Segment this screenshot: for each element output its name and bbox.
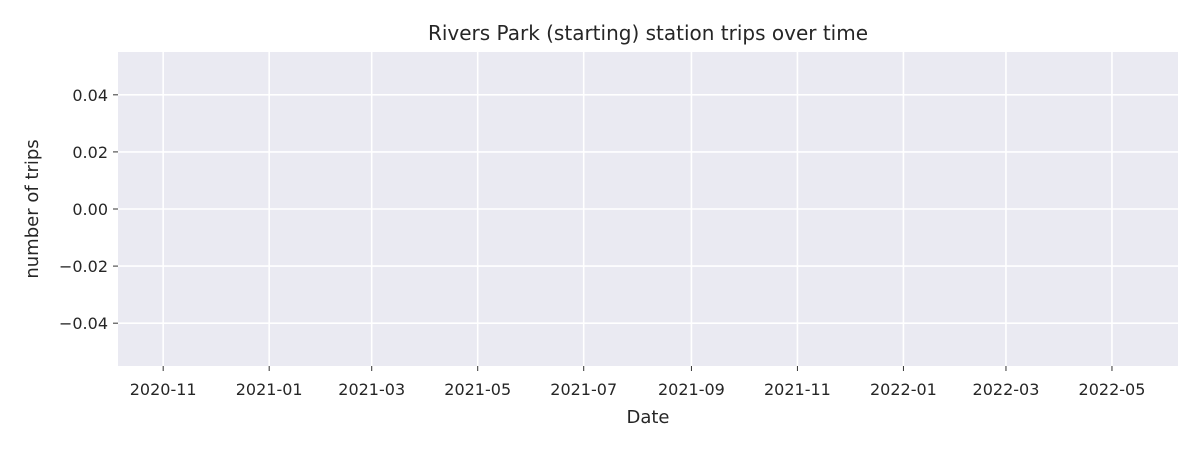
chart-title: Rivers Park (starting) station trips ove… [428,21,868,45]
x-tick-label: 2021-11 [764,380,831,399]
y-axis-label: number of trips [22,139,43,278]
x-tick-label: 2021-03 [338,380,405,399]
y-tick-label: 0.02 [72,143,108,162]
x-tick-label: 2022-03 [973,380,1040,399]
y-tick-label: 0.00 [72,200,108,219]
x-axis-label: Date [626,407,669,428]
y-gridlines [118,94,1178,324]
y-tick-label: 0.04 [72,86,108,105]
y-tick-label: −0.02 [59,257,108,276]
x-tick-label: 2021-07 [550,380,617,399]
x-tick-label: 2020-11 [130,380,197,399]
x-tick-label: 2021-05 [444,380,511,399]
x-axis-ticks: 2020-11 2021-01 2021-03 2021-05 2021-07 2021-… [130,366,1146,399]
y-tick-label: −0.04 [59,314,108,333]
x-tick-label: 2022-05 [1079,380,1146,399]
x-tick-label: 2022-01 [870,380,937,399]
x-tick-label: 2021-01 [236,380,303,399]
x-tick-label: 2021-09 [658,380,725,399]
y-axis-ticks: 0.04 0.02 0.00 −0.02 −0.04 [59,86,118,333]
